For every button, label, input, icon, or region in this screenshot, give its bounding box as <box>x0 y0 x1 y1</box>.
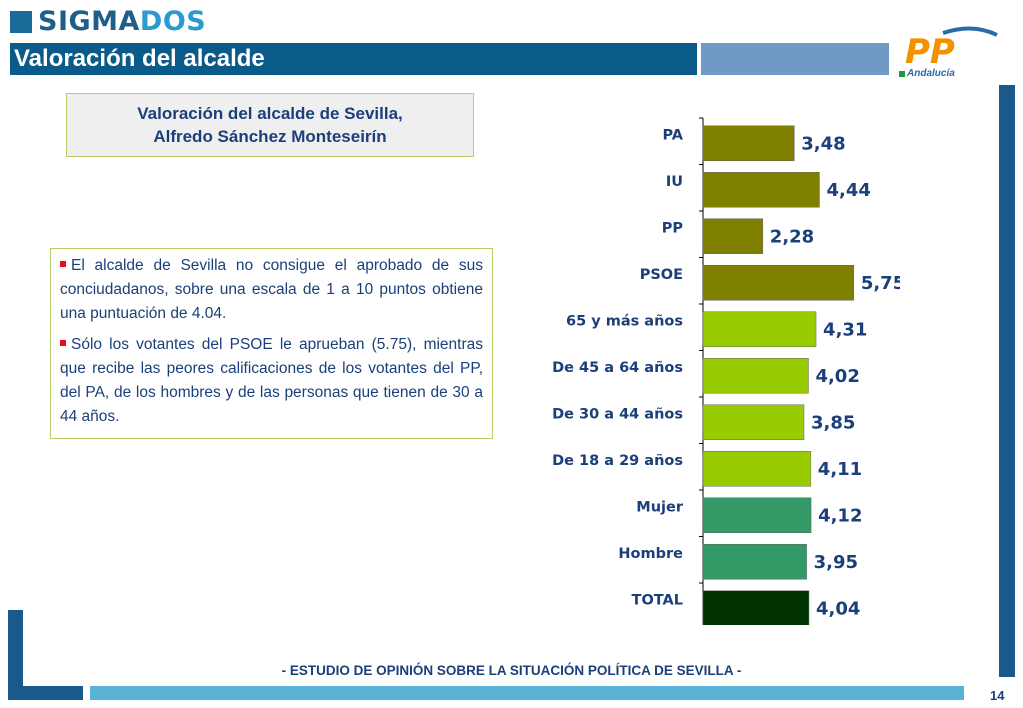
chart-bar <box>702 404 805 440</box>
chart-value-label: 4,31 <box>823 319 867 340</box>
chart-category-label: De 45 a 64 años <box>552 360 683 376</box>
bottom-left-decor-horizontal <box>8 686 83 700</box>
pp-logo: PP <box>893 25 1001 80</box>
summary-bullet-text: El alcalde de Sevilla no consigue el apr… <box>60 257 483 322</box>
chart-bar <box>702 311 817 347</box>
chart-value-label: 2,28 <box>770 226 814 247</box>
chart-category-label: Mujer <box>636 499 684 515</box>
pp-logo-letters: PP <box>905 32 955 72</box>
andalucia-flag-icon <box>899 71 905 77</box>
footer-text: - ESTUDIO DE OPINIÓN SOBRE LA SITUACIÓN … <box>281 663 742 678</box>
chart-value-label: 5,75 <box>861 273 900 294</box>
chart-category-label: De 30 a 44 años <box>552 406 683 422</box>
logo-text: SIGMADOS <box>38 7 206 37</box>
chart-value-label: 3,48 <box>801 133 845 154</box>
chart-category-label: 65 y más años <box>566 313 683 329</box>
chart-bar <box>702 265 855 301</box>
title-bar: Valoración del alcalde <box>10 43 697 75</box>
summary-bullet: El alcalde de Sevilla no consigue el apr… <box>60 254 483 326</box>
title-bar-accent <box>701 43 889 75</box>
summary-bullet: Sólo los votantes del PSOE le aprueban (… <box>60 333 483 429</box>
sigmados-logo: SIGMADOS <box>10 7 206 37</box>
chart-category-label: Hombre <box>618 546 683 562</box>
chart-bar <box>702 358 809 394</box>
subtitle-box: Valoración del alcalde de Sevilla, Alfre… <box>66 93 474 157</box>
chart-value-label: 3,85 <box>811 412 855 433</box>
chart-bar <box>702 497 812 533</box>
subtitle-line-2: Alfredo Sánchez Monteseirín <box>153 127 387 146</box>
chart-category-label: PSOE <box>640 267 683 283</box>
page-title: Valoración del alcalde <box>14 45 265 72</box>
chart-value-label: 3,95 <box>814 552 858 573</box>
page-number: 14 <box>990 688 1005 703</box>
chart-bar <box>702 218 764 254</box>
right-decor-bar <box>999 85 1015 677</box>
chart-category-label: PA <box>662 127 683 143</box>
pp-logo-background <box>893 25 1001 80</box>
bottom-left-decor-vertical <box>8 610 23 700</box>
bottom-decor-bar <box>90 686 964 700</box>
summary-bullet-text: Sólo los votantes del PSOE le aprueban (… <box>60 336 483 425</box>
chart-value-label: 4,11 <box>818 459 862 480</box>
pp-logo-subtitle: Andalucía <box>907 68 955 79</box>
chart-category-label: PP <box>662 220 684 236</box>
chart-value-label: 4,12 <box>818 505 862 526</box>
chart-bar <box>702 544 807 580</box>
chart-bar <box>702 451 812 487</box>
chart-value-label: 4,02 <box>815 366 859 387</box>
logo-text-dark: SIGMA <box>38 6 140 37</box>
chart-value-label: 4,44 <box>826 180 870 201</box>
pp-logo-arc <box>942 26 998 37</box>
chart-bar <box>702 172 820 208</box>
bullet-square-icon <box>60 261 66 267</box>
bullet-square-icon <box>60 340 66 346</box>
chart-category-label: IU <box>666 174 683 190</box>
chart-bar <box>702 590 810 625</box>
bar-chart: PA 3,48 IU 4,44 PP 2,28 PSOE 5,75 65 y más años 4… <box>552 117 900 625</box>
logo-square-icon <box>10 11 32 33</box>
summary-box: El alcalde de Sevilla no consigue el apr… <box>50 248 493 439</box>
chart-category-label: TOTAL <box>632 592 683 608</box>
chart-category-label: De 18 a 29 años <box>552 453 683 469</box>
chart-value-label: 4,04 <box>816 598 860 619</box>
logo-text-light: DOS <box>139 6 207 37</box>
chart-bar <box>702 125 795 161</box>
subtitle-line-1: Valoración del alcalde de Sevilla, <box>137 104 403 123</box>
